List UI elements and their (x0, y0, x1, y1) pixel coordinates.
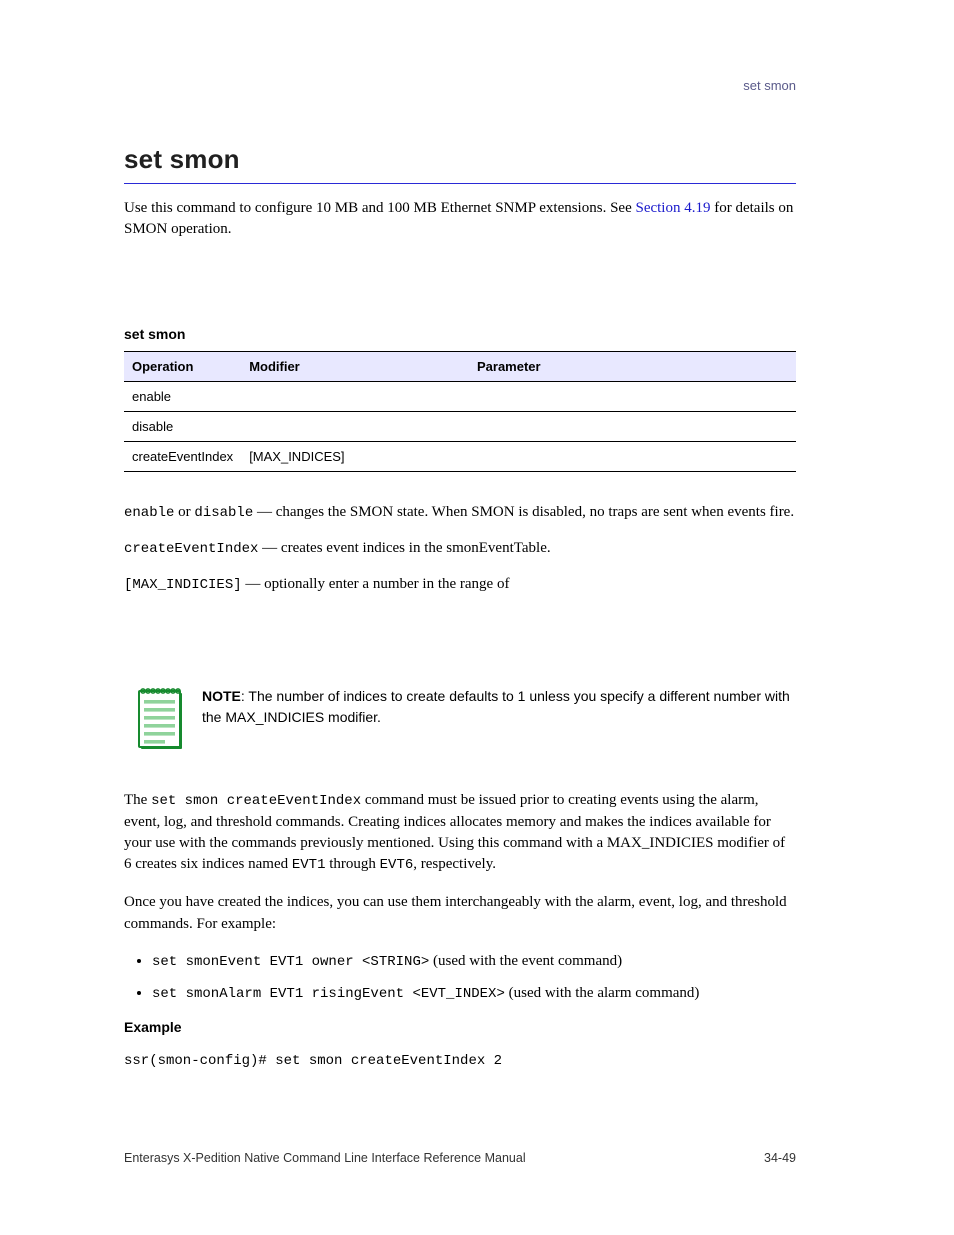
after-table-block: enable or disable — changes the SMON sta… (124, 502, 796, 610)
para-cont-1: The set smon createEventIndex command mu… (124, 790, 796, 876)
cmd-text: set smonAlarm EVT1 risingEvent <EVT_INDE… (152, 986, 505, 1002)
table-wrap: Operation Modifier Parameter enable disa… (124, 351, 796, 472)
kw-disable: disable (194, 505, 253, 521)
list-item: set smonEvent EVT1 owner <STRING> (used … (152, 951, 796, 973)
table-cell (241, 412, 469, 442)
text: — changes the SMON state. When SMON is d… (253, 504, 794, 520)
table-cell (469, 412, 796, 442)
table-row: createEventIndex [MAX_INDICES] (124, 442, 796, 472)
intro-paragraph: Use this command to configure 10 MB and … (124, 198, 796, 239)
table-row: enable (124, 382, 796, 412)
table-cell (469, 382, 796, 412)
kw: EVT6 (380, 857, 414, 873)
t: , respectively. (413, 856, 496, 872)
section-title: set smon (124, 144, 796, 184)
note-icon-wrap (124, 686, 184, 757)
cmd-text: set smonEvent EVT1 owner <STRING> (152, 954, 429, 970)
bullet-list: set smonEvent EVT1 owner <STRING> (used … (124, 951, 796, 1005)
example-command: ssr(smon-config)# set smon createEventIn… (124, 1052, 796, 1072)
para-cont-2: Once you have created the indices, you c… (124, 892, 796, 935)
list-item: set smonAlarm EVT1 risingEvent <EVT_INDE… (152, 983, 796, 1005)
table-cell: disable (124, 412, 241, 442)
table-title: set smon (124, 326, 185, 342)
note-block: NOTE: The number of indices to create de… (124, 686, 796, 757)
text: — creates event indices in the smonEvent… (258, 540, 550, 556)
notepad-icon (138, 686, 184, 752)
table-cell: [MAX_INDICES] (241, 442, 469, 472)
table-cell: enable (124, 382, 241, 412)
table-cell (241, 382, 469, 412)
example-heading: Example (124, 1018, 796, 1038)
t: (used with the alarm command) (505, 985, 700, 1001)
footer-left: Enterasys X-Pedition Native Command Line… (124, 1151, 526, 1165)
text: — optionally enter a number in the range… (242, 576, 510, 592)
t: The (124, 792, 151, 808)
table-header-cell: Modifier (241, 352, 469, 382)
table-header-row: Operation Modifier Parameter (124, 352, 796, 382)
intro-link[interactable]: Section 4.19 (635, 200, 710, 216)
table-cell: createEventIndex (124, 442, 241, 472)
params-table: Operation Modifier Parameter enable disa… (124, 351, 796, 472)
table-cell (469, 442, 796, 472)
footer: Enterasys X-Pedition Native Command Line… (124, 1151, 796, 1165)
table-header-cell: Operation (124, 352, 241, 382)
t: (used with the event command) (429, 953, 622, 969)
kw-enable: enable (124, 505, 174, 521)
footer-right: 34-49 (764, 1151, 796, 1165)
note-label: NOTE (202, 688, 241, 704)
text: or (174, 504, 194, 520)
running-header: set smon (743, 78, 796, 93)
page: set smon set smon Use this command to co… (0, 0, 954, 1235)
note-text: NOTE: The number of indices to create de… (202, 686, 796, 728)
para-maxindices: [MAX_INDICIES] — optionally enter a numb… (124, 574, 796, 596)
t: through (325, 856, 379, 872)
continuation-block: The set smon createEventIndex command mu… (124, 790, 796, 1072)
kw: EVT1 (292, 857, 326, 873)
kw: set smon createEventIndex (151, 793, 361, 809)
table-header-cell: Parameter (469, 352, 796, 382)
intro-text-pre: Use this command to configure 10 MB and … (124, 200, 635, 216)
kw-maxindices: [MAX_INDICIES] (124, 577, 242, 593)
para-createEventIndex: createEventIndex — creates event indices… (124, 538, 796, 560)
table-row: disable (124, 412, 796, 442)
kw-createEventIndex: createEventIndex (124, 541, 258, 557)
note-body: The number of indices to create defaults… (202, 688, 790, 725)
para-enable-disable: enable or disable — changes the SMON sta… (124, 502, 796, 524)
